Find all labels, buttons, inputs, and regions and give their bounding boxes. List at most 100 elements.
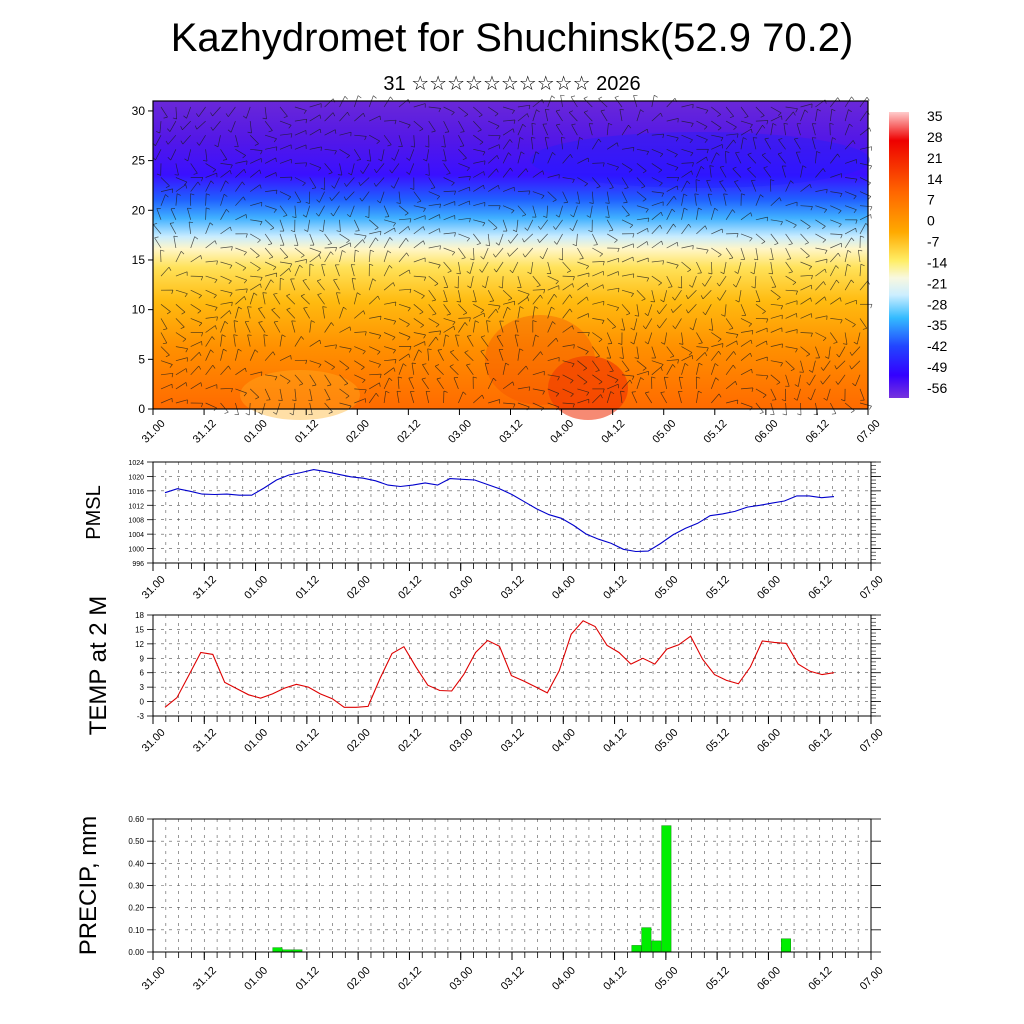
wind-barb — [645, 392, 653, 404]
wind-barb — [651, 148, 664, 155]
wind-barb — [235, 169, 245, 178]
wind-barb-flag — [869, 405, 872, 410]
wind-barb-flag — [587, 332, 590, 337]
wind-barb — [376, 163, 385, 173]
wind-barb — [633, 318, 638, 331]
wind-barb-flag — [361, 366, 365, 370]
wind-barb-flag — [225, 113, 229, 117]
wind-barb-flag — [646, 241, 649, 246]
wind-barb-flag — [673, 223, 677, 228]
wind-barb — [592, 284, 604, 291]
wind-barb-flag — [860, 235, 865, 238]
wind-barb-flag — [620, 390, 625, 393]
wind-barb — [473, 106, 483, 116]
wind-barb-flag — [194, 236, 199, 240]
wind-barb-flag — [779, 197, 782, 202]
wind-barb — [621, 256, 634, 263]
wind-barb — [413, 226, 424, 235]
wind-barb — [647, 304, 653, 316]
wind-barb-flag — [769, 258, 774, 261]
wind-barb-flag — [425, 173, 430, 176]
wind-barb — [740, 402, 753, 408]
wind-barb-flag — [543, 289, 546, 294]
wind-barb-flag — [802, 165, 807, 168]
wind-barb-flag — [705, 110, 709, 114]
wind-barb — [190, 352, 200, 361]
wind-barb — [583, 112, 593, 122]
wind-barb-flag — [659, 224, 663, 229]
wind-barb — [319, 191, 325, 203]
wind-barb — [487, 219, 498, 229]
wind-barb-flag — [377, 351, 381, 355]
wind-barb-flag — [688, 284, 693, 288]
wind-barb-flag — [555, 280, 559, 285]
wind-barb-flag — [409, 289, 412, 294]
wind-barb-flag — [466, 271, 471, 274]
wind-barb-flag — [258, 321, 263, 323]
wind-barb-flag — [423, 334, 426, 339]
wind-barb — [785, 275, 797, 283]
wind-barb — [517, 348, 520, 361]
wind-barb — [702, 289, 712, 300]
wind-barb-flag — [418, 349, 422, 353]
wind-barb — [428, 275, 439, 284]
wind-barb — [562, 360, 575, 365]
wind-barb — [279, 158, 292, 164]
wind-barb — [576, 233, 578, 246]
wind-barb-flag — [243, 279, 247, 284]
wind-barb-flag — [303, 306, 308, 309]
wind-barb — [547, 306, 552, 319]
wind-barb-flag — [319, 340, 322, 345]
wind-barb-flag — [461, 257, 466, 260]
wind-barb — [785, 111, 794, 122]
wind-barb — [250, 233, 261, 241]
wind-barb — [725, 318, 734, 329]
wind-barb-flag — [336, 230, 341, 233]
wind-barb — [696, 363, 700, 375]
wind-barb — [512, 261, 519, 273]
wind-barb-flag — [571, 325, 574, 330]
wind-barb — [458, 317, 471, 319]
wind-barb — [324, 388, 331, 400]
wind-barb — [383, 134, 392, 146]
wind-barb-flag — [245, 214, 247, 219]
wind-barb-flag — [563, 202, 568, 204]
wind-barb — [205, 402, 217, 409]
wind-barb — [369, 360, 381, 365]
wind-barb-flag — [166, 311, 171, 315]
wind-barb — [558, 205, 563, 218]
wind-barb-flag — [483, 171, 485, 176]
wind-barb — [458, 186, 470, 192]
wind-barb-flag — [434, 283, 439, 287]
wind-barb — [324, 247, 337, 249]
x-tick-label: 01.12 — [294, 965, 322, 993]
wind-barb — [830, 205, 842, 211]
wind-barb-flag — [374, 227, 379, 231]
wind-barb-flag — [229, 170, 232, 175]
wind-barb-flag — [238, 348, 242, 352]
wind-barb-flag — [631, 293, 634, 298]
wind-barb — [220, 334, 223, 347]
wind-barb — [205, 193, 207, 206]
wind-barb — [487, 233, 490, 246]
wind-barb-flag — [198, 352, 202, 357]
wind-barb — [800, 313, 812, 319]
wind-barb — [777, 153, 786, 164]
wind-barb — [318, 205, 325, 217]
wind-barb — [800, 103, 813, 108]
wind-barb-flag — [311, 320, 315, 323]
wind-barb-flag — [512, 128, 515, 133]
wind-barb — [785, 180, 791, 192]
wind-barb-flag — [593, 244, 598, 246]
wind-barb — [354, 398, 366, 404]
wind-barb — [362, 163, 370, 174]
wind-barb-flag — [214, 307, 218, 311]
wind-barb-flag — [463, 312, 467, 316]
wind-barb — [823, 360, 831, 371]
wind-barb-flag — [365, 215, 370, 219]
wind-barb — [734, 181, 742, 192]
wind-barb — [681, 245, 694, 249]
wind-barb-flag — [275, 190, 278, 195]
wind-barb — [636, 217, 649, 221]
wind-barb — [621, 346, 624, 359]
